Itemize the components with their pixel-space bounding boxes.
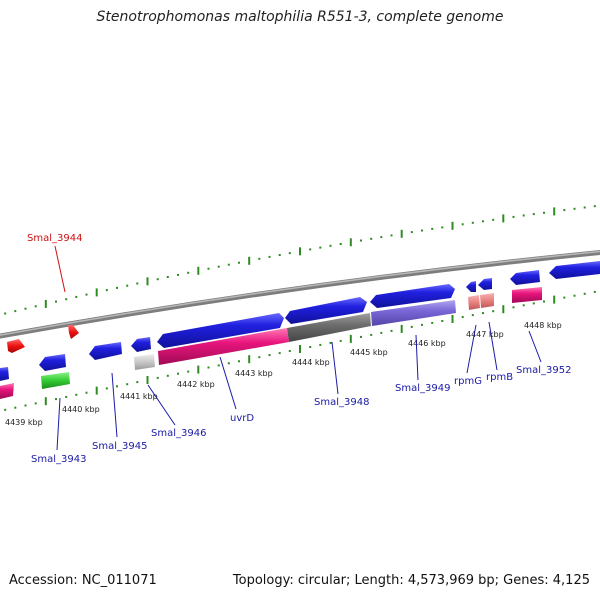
- kbp-label: 4448 kbp: [524, 321, 562, 330]
- gene-block[interactable]: [371, 300, 456, 326]
- gene-label-smal-3952[interactable]: Smal_3952: [516, 365, 571, 376]
- gene-arrow[interactable]: [370, 284, 455, 308]
- genome-backbone-highlight: [0, 250, 600, 336]
- gene-label-smal-3945[interactable]: Smal_3945: [92, 441, 147, 452]
- gene-block[interactable]: [480, 293, 494, 308]
- leader-line: [528, 330, 542, 363]
- gene-arrow[interactable]: [89, 342, 122, 360]
- gene-lane-1: [0, 261, 600, 381]
- leader-line: [56, 397, 61, 451]
- leader-lines: [54, 245, 542, 451]
- gene-block[interactable]: [287, 313, 371, 342]
- kbp-label: 4443 kbp: [235, 369, 273, 378]
- scale-ticks: [4, 205, 596, 411]
- gene-arrow[interactable]: [466, 281, 476, 292]
- gene-arrow[interactable]: [157, 313, 284, 348]
- leader-line: [331, 341, 339, 395]
- gene-lane-2: [0, 287, 542, 399]
- gene-arrow[interactable]: [285, 297, 367, 324]
- leader-line: [219, 356, 237, 410]
- leader-line: [466, 324, 477, 374]
- kbp-label: 4442 kbp: [177, 380, 215, 389]
- gene-label-smal-3948[interactable]: Smal_3948: [314, 397, 369, 408]
- gene-arrow[interactable]: [549, 261, 600, 279]
- topology-label: Topology: circular; Length: 4,573,969 bp…: [232, 573, 590, 588]
- gene-block[interactable]: [468, 295, 480, 310]
- kbp-label: 4445 kbp: [350, 348, 388, 357]
- gene-label-uvrd[interactable]: uvrD: [230, 413, 254, 424]
- gene-smal-3944-a[interactable]: [7, 339, 25, 353]
- accession-label: Accession: NC_011071: [9, 573, 157, 588]
- gene-label-smal-3949[interactable]: Smal_3949: [395, 383, 450, 394]
- leader-line: [488, 321, 498, 371]
- genome-backbone: [0, 249, 600, 339]
- gene-label-smal-3943[interactable]: Smal_3943: [31, 454, 86, 465]
- gene-label-rpmg[interactable]: rpmG: [454, 376, 482, 387]
- gene-arrow[interactable]: [478, 278, 492, 290]
- gene-block[interactable]: [0, 383, 14, 399]
- gene-block[interactable]: [134, 354, 155, 370]
- gene-label-smal-3946[interactable]: Smal_3946: [151, 428, 206, 439]
- leader-line: [147, 384, 176, 426]
- kbp-labels: 4439 kbp 4440 kbp 4441 kbp 4442 kbp 4443…: [5, 321, 562, 427]
- kbp-label: 4440 kbp: [62, 405, 100, 414]
- gene-label-rpmb[interactable]: rpmB: [486, 372, 513, 383]
- leader-line: [54, 245, 66, 293]
- gene-block[interactable]: [158, 328, 289, 365]
- gene-block[interactable]: [512, 287, 542, 303]
- kbp-label: 4444 kbp: [292, 358, 330, 367]
- leader-line: [415, 334, 419, 381]
- gene-labels: Smal_3944 Smal_3943 Smal_3945 Smal_3946 …: [27, 233, 571, 465]
- gene-arrow[interactable]: [0, 367, 9, 381]
- gene-smal-3944-b[interactable]: [68, 325, 79, 339]
- map-title: Stenotrophomonas maltophilia R551-3, com…: [96, 9, 504, 25]
- kbp-label: 4446 kbp: [408, 339, 446, 348]
- kbp-label: 4439 kbp: [5, 418, 43, 427]
- kbp-label: 4447 kbp: [466, 330, 504, 339]
- gene-arrow[interactable]: [131, 337, 151, 352]
- kbp-label: 4441 kbp: [120, 392, 158, 401]
- gene-arrow[interactable]: [39, 354, 66, 371]
- gene-block[interactable]: [41, 372, 70, 389]
- leader-line: [111, 372, 118, 438]
- upper-track: [7, 325, 79, 353]
- gene-arrow[interactable]: [510, 270, 540, 285]
- gene-label-smal-3944[interactable]: Smal_3944: [27, 233, 82, 244]
